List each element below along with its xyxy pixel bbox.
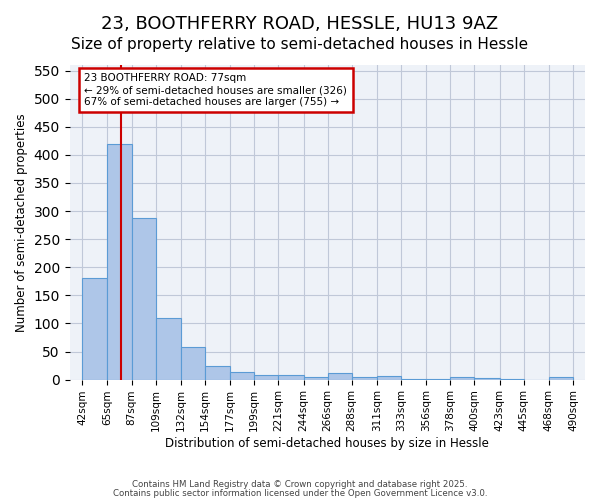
Bar <box>549 377 573 380</box>
Bar <box>377 376 401 380</box>
Bar <box>450 378 475 380</box>
Bar <box>278 375 304 380</box>
Text: Size of property relative to semi-detached houses in Hessle: Size of property relative to semi-detach… <box>71 38 529 52</box>
Bar <box>107 144 131 380</box>
Bar <box>181 347 205 380</box>
Bar <box>82 278 107 380</box>
Bar <box>304 377 328 380</box>
Bar <box>426 379 450 380</box>
Text: 23 BOOTHFERRY ROAD: 77sqm
← 29% of semi-detached houses are smaller (326)
67% of: 23 BOOTHFERRY ROAD: 77sqm ← 29% of semi-… <box>85 74 347 106</box>
Bar <box>230 372 254 380</box>
Bar <box>328 373 352 380</box>
Bar <box>254 375 278 380</box>
Y-axis label: Number of semi-detached properties: Number of semi-detached properties <box>15 113 28 332</box>
Bar <box>352 378 377 380</box>
Bar <box>155 318 181 380</box>
Bar <box>205 366 230 380</box>
Text: Contains public sector information licensed under the Open Government Licence v3: Contains public sector information licen… <box>113 488 487 498</box>
Text: 23, BOOTHFERRY ROAD, HESSLE, HU13 9AZ: 23, BOOTHFERRY ROAD, HESSLE, HU13 9AZ <box>101 15 499 33</box>
X-axis label: Distribution of semi-detached houses by size in Hessle: Distribution of semi-detached houses by … <box>166 437 489 450</box>
Bar <box>131 218 155 380</box>
Bar <box>401 379 426 380</box>
Text: Contains HM Land Registry data © Crown copyright and database right 2025.: Contains HM Land Registry data © Crown c… <box>132 480 468 489</box>
Bar <box>475 378 500 380</box>
Bar <box>500 379 524 380</box>
